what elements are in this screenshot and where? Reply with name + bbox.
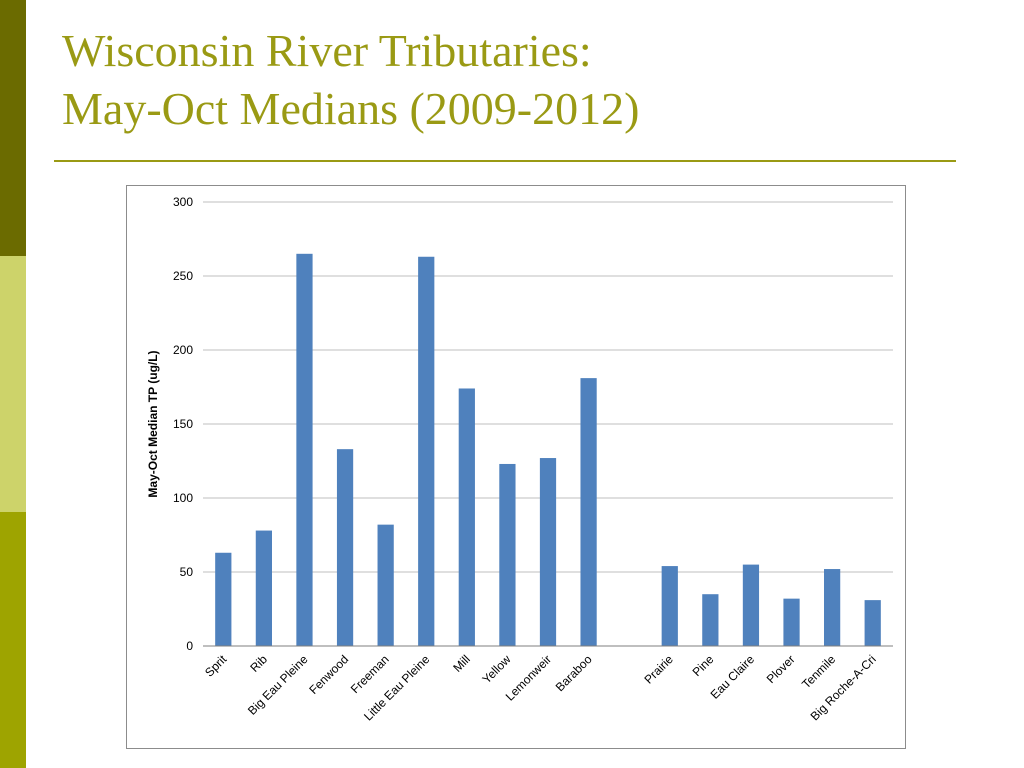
y-tick-label: 100 <box>173 491 193 505</box>
y-tick-label: 0 <box>186 639 193 653</box>
y-tick-label: 200 <box>173 343 193 357</box>
title-divider <box>54 160 956 162</box>
y-axis-title: May-Oct Median TP (ug/L) <box>146 350 160 497</box>
bar <box>864 600 881 646</box>
bar <box>336 449 354 646</box>
x-tick-label: Prairie <box>641 652 676 687</box>
side-bar-light <box>0 256 26 512</box>
x-tick-label: Tenmile <box>799 652 838 691</box>
side-bar-olive <box>0 512 26 768</box>
slide-title-line1: Wisconsin River Tributaries: <box>62 25 592 76</box>
slide-title-line2: May-Oct Medians (2009-2012) <box>62 83 640 134</box>
y-tick-labels: 0 50 100 150 200 250 300 <box>173 195 193 653</box>
bar <box>661 566 678 646</box>
bar <box>418 256 435 646</box>
x-tick-label: Pine <box>690 652 717 679</box>
slide-title: Wisconsin River Tributaries: May-Oct Med… <box>62 22 962 138</box>
bar <box>539 458 557 646</box>
x-tick-label: Plover <box>764 652 798 686</box>
bars <box>215 253 881 647</box>
x-tick-label: Sprit <box>202 652 230 680</box>
chart-frame: 0 50 100 150 200 250 300 Sprit Rib Big Eau Plein… <box>126 185 906 749</box>
bar <box>702 594 719 646</box>
bar <box>499 463 516 646</box>
bar <box>580 378 597 646</box>
y-tick-label: 250 <box>173 269 193 283</box>
bar <box>458 388 475 646</box>
side-bar-dark <box>0 0 26 256</box>
bar <box>377 524 394 646</box>
x-tick-label: Rib <box>247 652 270 675</box>
bar <box>296 253 313 647</box>
x-tick-label: Baraboo <box>553 652 595 694</box>
x-tick-label: Eau Claire <box>708 652 758 702</box>
x-tick-label: Mill <box>450 652 473 675</box>
x-tick-label: Fenwood <box>306 652 351 697</box>
x-tick-label: Yellow <box>479 652 513 686</box>
bar <box>824 569 841 646</box>
y-tick-label: 300 <box>173 195 193 209</box>
y-tick-label: 50 <box>180 565 194 579</box>
bar <box>215 552 232 646</box>
bar <box>742 564 760 646</box>
gridlines <box>203 201 893 573</box>
bar <box>255 530 272 646</box>
bar <box>783 598 800 646</box>
y-tick-label: 150 <box>173 417 193 431</box>
